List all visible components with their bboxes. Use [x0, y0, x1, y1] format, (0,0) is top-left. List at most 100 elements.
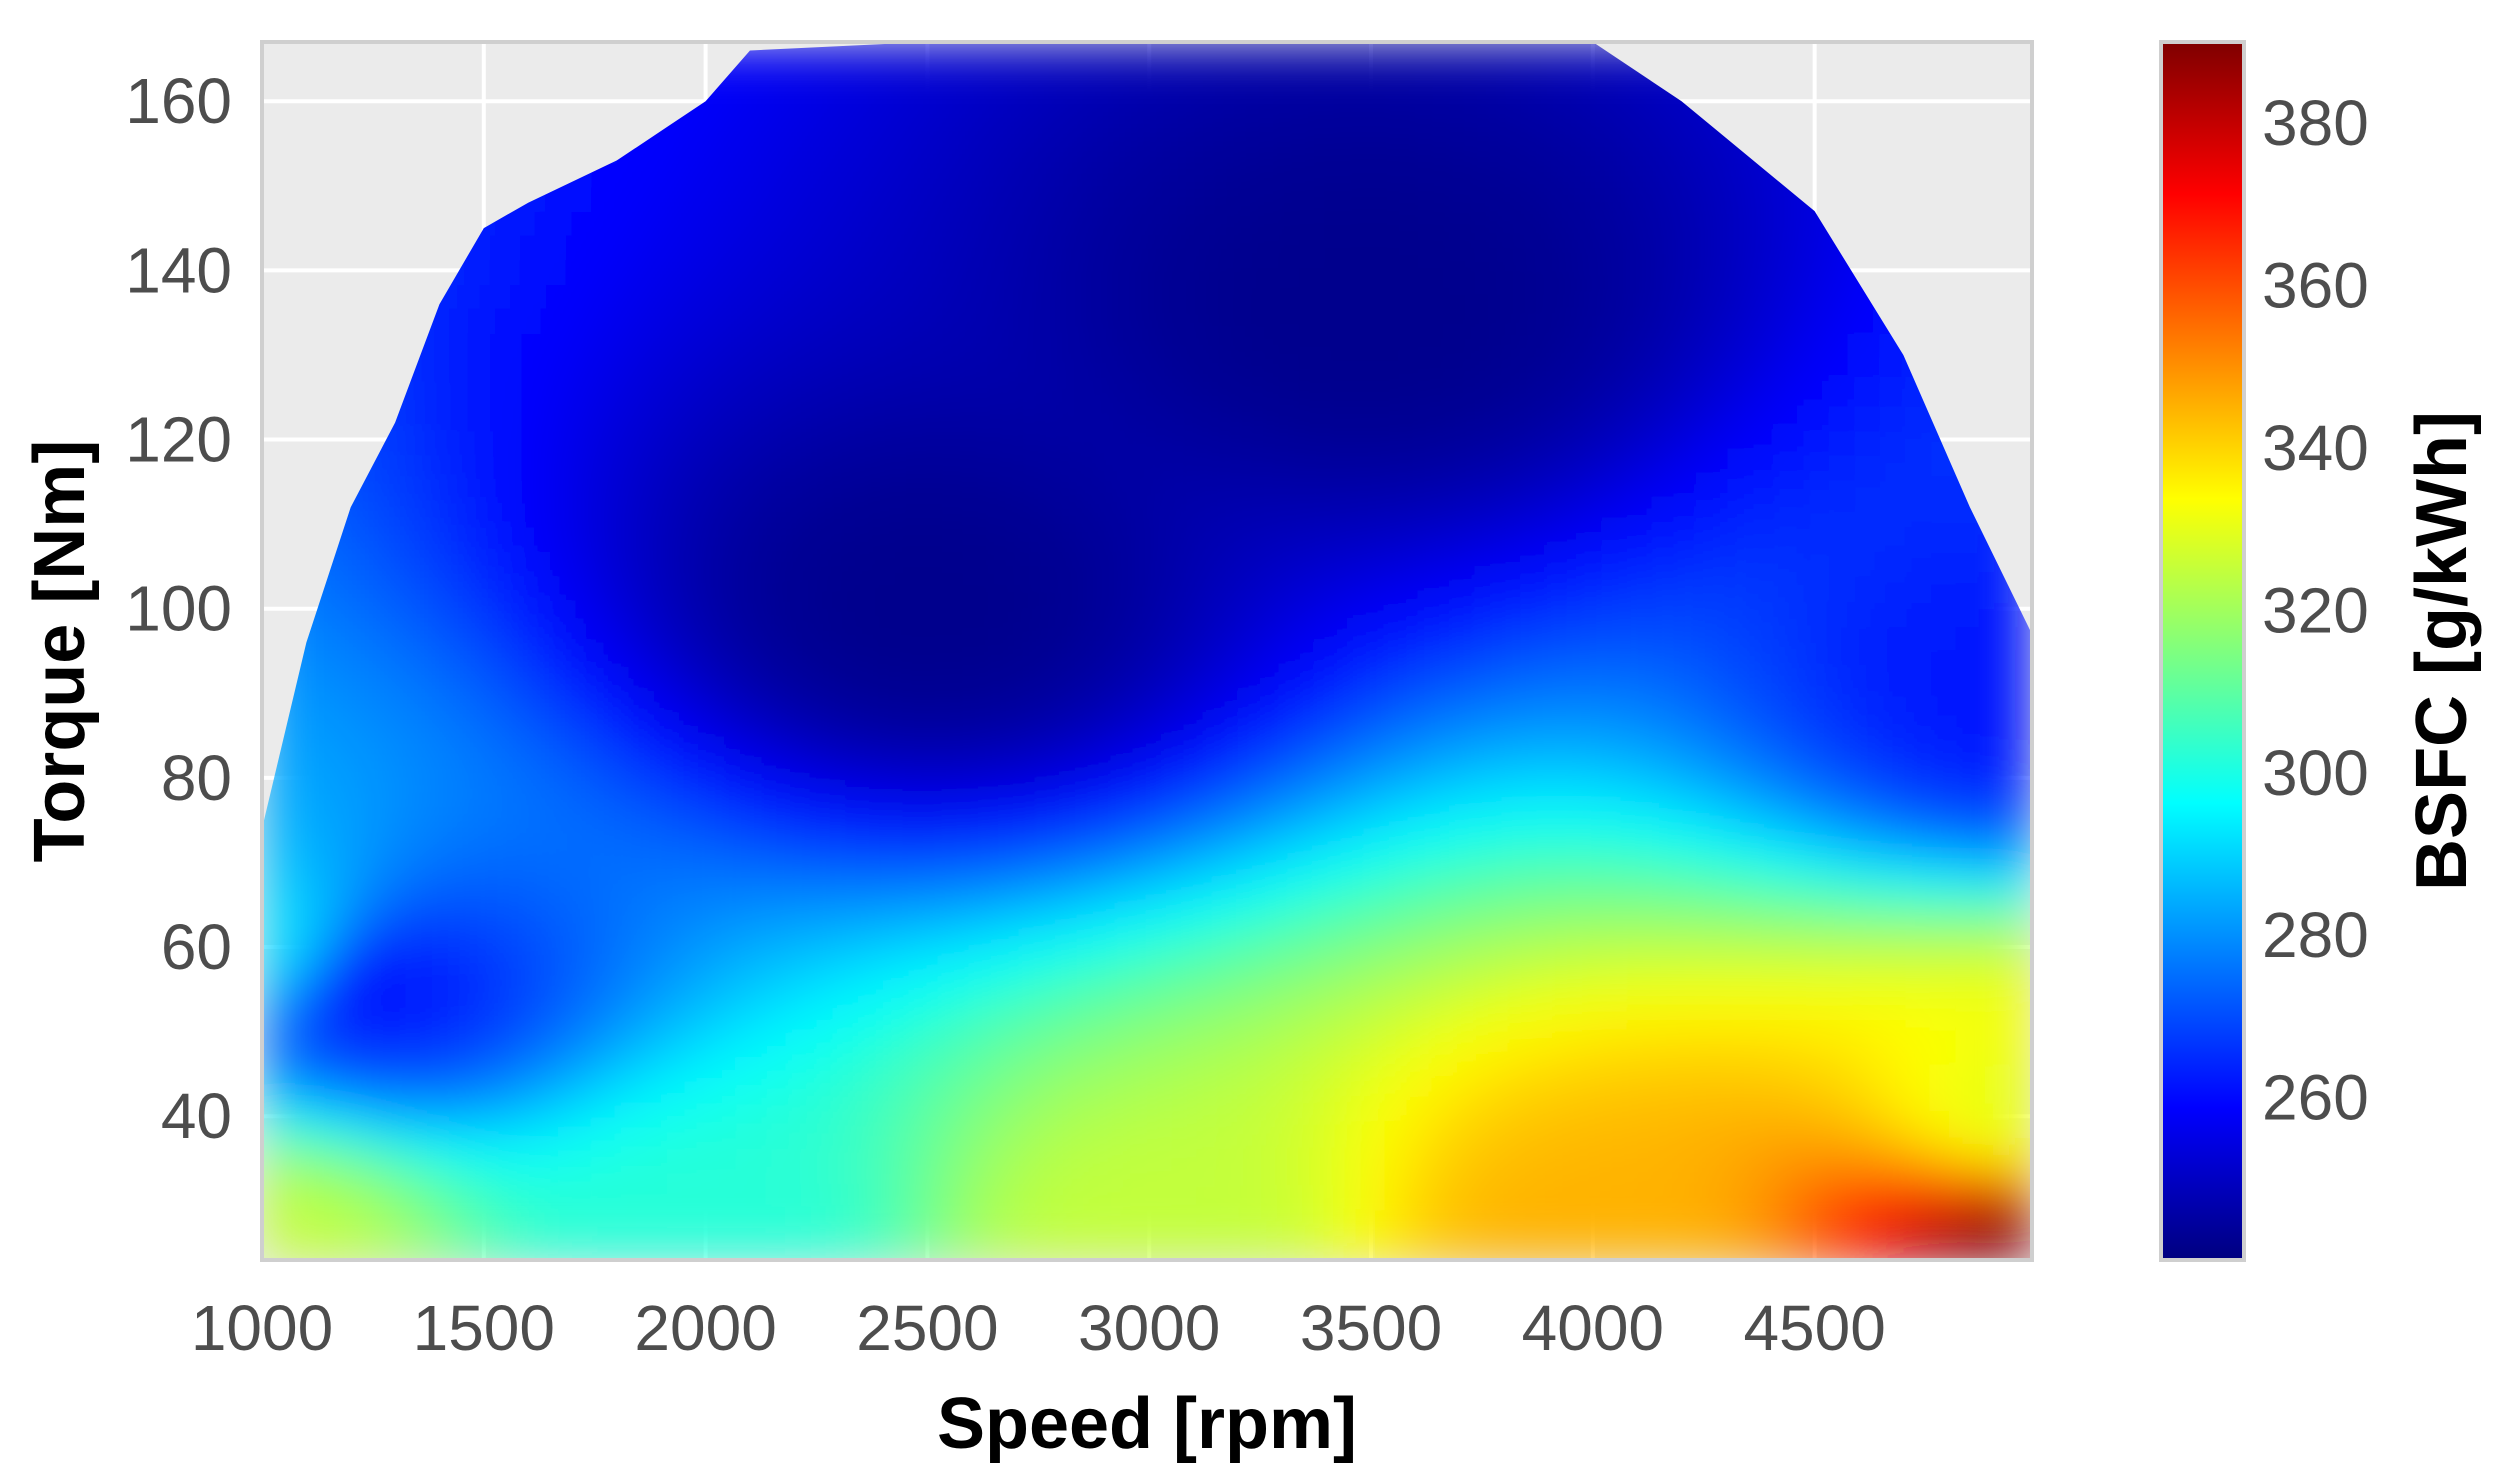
heat-cell — [463, 1210, 491, 1237]
heat-cell — [1374, 358, 1401, 384]
heat-cell — [1449, 918, 1477, 944]
heat-cell — [438, 358, 465, 384]
heat-cell — [1374, 650, 1401, 676]
heat-cell — [286, 1210, 314, 1237]
heat-cell — [1323, 1088, 1350, 1115]
heat-cell — [716, 723, 743, 749]
heat-cell — [1930, 723, 1957, 749]
heat-cell — [1020, 747, 1047, 774]
heat-cell — [615, 382, 642, 408]
heat-cell — [640, 285, 668, 311]
heat-cell — [438, 1040, 465, 1066]
heat-cell — [1171, 723, 1199, 749]
heat-cell — [1753, 1186, 1780, 1212]
heat-cell — [1652, 455, 1679, 481]
heat-cell — [514, 431, 541, 457]
heat-cell — [564, 796, 592, 823]
heat-cell — [1197, 431, 1224, 457]
heat-cell — [792, 455, 819, 481]
heat-cell — [1070, 504, 1097, 530]
heat-cell — [1272, 991, 1300, 1017]
heat-cell — [1677, 455, 1704, 481]
heat-cell — [1424, 333, 1451, 360]
heat-cell — [539, 333, 566, 360]
heat-cell — [1626, 723, 1654, 749]
heat-cell — [1500, 942, 1527, 969]
heat-cell — [1626, 163, 1654, 189]
heat-cell — [1399, 358, 1426, 384]
heat-cell — [337, 1113, 364, 1139]
heat-cell — [1728, 187, 1755, 214]
heat-cell — [1803, 1113, 1831, 1139]
heat-cell — [1728, 967, 1755, 993]
heat-cell — [1272, 1235, 1300, 1260]
heat-cell — [590, 333, 617, 360]
heat-cell — [640, 942, 668, 969]
heat-cell — [1146, 1137, 1173, 1164]
heat-cell — [843, 918, 870, 944]
heat-cell — [1449, 1210, 1477, 1237]
heat-cell — [1930, 577, 1957, 603]
heat-cell — [413, 821, 440, 847]
heat-cell — [1652, 138, 1679, 165]
heat-cell — [716, 90, 743, 116]
heat-cell — [944, 1064, 971, 1090]
heat-cell — [1905, 1064, 1932, 1090]
heat-cell — [1601, 1064, 1628, 1090]
heat-cell — [1222, 114, 1249, 140]
heat-cell — [312, 894, 339, 920]
heat-cell — [691, 942, 718, 969]
heat-cell — [716, 1113, 743, 1139]
heat-cell — [337, 967, 364, 993]
heat-cell — [1323, 723, 1350, 749]
heat-cell — [1677, 577, 1704, 603]
heat-cell — [337, 991, 364, 1017]
heat-cell — [1222, 431, 1249, 457]
heat-cell — [918, 187, 946, 214]
heat-cell — [1728, 504, 1755, 530]
heat-cell — [362, 479, 389, 506]
heat-cell — [691, 138, 718, 165]
heat-cell — [1045, 236, 1072, 262]
heat-cell — [1045, 42, 1072, 67]
heat-cell — [1829, 333, 1856, 360]
heat-cell — [1980, 674, 2008, 701]
heat-cell — [1803, 723, 1831, 749]
heat-cell — [1955, 1088, 1982, 1115]
heat-cell — [868, 333, 895, 360]
heat-cell — [1045, 528, 1072, 555]
heat-cell — [1879, 967, 1907, 993]
heat-cell — [1424, 772, 1451, 798]
heat-cell — [1905, 504, 1932, 530]
heat-cell — [792, 406, 819, 433]
heat-cell — [1146, 650, 1173, 676]
heat-cell — [1045, 894, 1072, 920]
heat-cell — [1879, 601, 1907, 628]
heat-cell — [1374, 1015, 1401, 1042]
heat-cell — [1626, 796, 1654, 823]
heat-cell — [918, 942, 946, 969]
heat-cell — [1753, 577, 1780, 603]
x-tick-label: 2000 — [634, 1292, 776, 1364]
heat-cell — [489, 553, 516, 579]
heat-cell — [1374, 1235, 1401, 1260]
heat-cell — [1247, 1137, 1274, 1164]
heat-cell — [969, 90, 996, 116]
heat-cell — [1854, 1088, 1881, 1115]
heat-cell — [1045, 1113, 1072, 1139]
heat-cell — [1525, 626, 1553, 652]
heat-cell — [1702, 674, 1730, 701]
heat-cell — [1449, 821, 1477, 847]
heat-cell — [1095, 723, 1123, 749]
heat-cell — [1070, 90, 1097, 116]
heat-cell — [463, 772, 491, 798]
heat-cell — [1879, 528, 1907, 555]
heat-cell — [1626, 626, 1654, 652]
heat-cell — [1500, 382, 1527, 408]
heat-cell — [337, 1186, 364, 1212]
heat-cell — [1879, 1064, 1907, 1090]
heat-cell — [1500, 1186, 1527, 1212]
heat-cell — [1449, 869, 1477, 896]
heat-cell — [691, 1210, 718, 1237]
heat-cell — [969, 406, 996, 433]
